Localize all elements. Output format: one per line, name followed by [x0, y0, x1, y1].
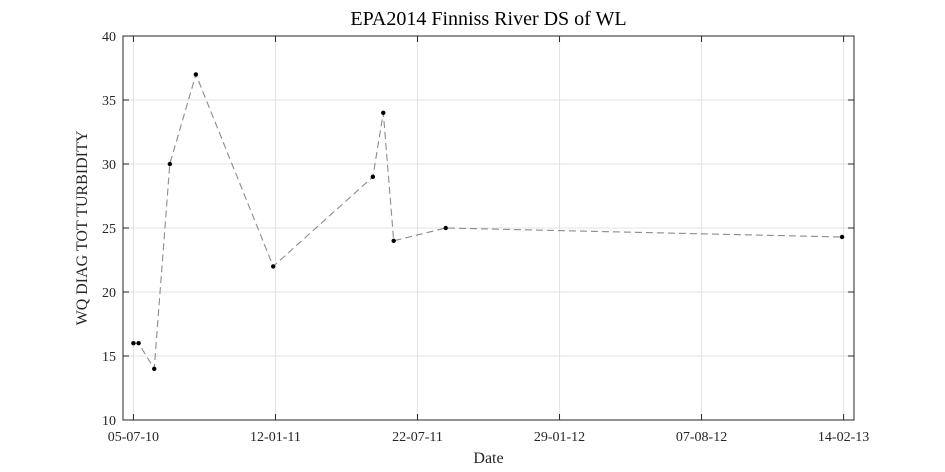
data-point: [370, 174, 376, 179]
x-tick-label: 14-02-13: [818, 430, 869, 445]
x-tick-label: 22-07-11: [392, 430, 443, 445]
data-point: [193, 72, 199, 77]
data-point: [167, 161, 173, 167]
data-point: [136, 341, 141, 346]
y-tick-label: 35: [102, 94, 116, 109]
data-point: [152, 366, 157, 371]
y-tick-label: 40: [102, 30, 116, 45]
y-tick-label: 20: [102, 286, 116, 301]
y-axis-label: WQ DIAG TOT TURBIDITY: [74, 130, 91, 325]
y-tick-label: 15: [102, 350, 116, 365]
data-point: [839, 234, 845, 240]
ticks: 10 15 20 25 30 35 40 05-07-10 12-01-11 22-07-11 29…: [102, 30, 869, 445]
data-point: [271, 264, 276, 269]
y-tick-label: 25: [102, 222, 116, 237]
data-point: [391, 238, 396, 243]
x-axis-label: Date: [473, 450, 503, 467]
x-tick-label: 07-08-12: [676, 430, 727, 445]
x-tick-label: 05-07-10: [108, 430, 159, 445]
x-tick-label: 29-01-12: [534, 430, 585, 445]
data-point: [443, 225, 448, 231]
x-tick-label: 12-01-11: [250, 430, 301, 445]
chart-title: EPA2014 Finniss River DS of WL: [350, 8, 626, 30]
y-tick-label: 10: [102, 414, 116, 429]
y-tick-label: 30: [102, 158, 116, 173]
series-layer: [131, 72, 845, 371]
grid: [123, 35, 854, 421]
data-point: [381, 110, 386, 116]
data-point: [131, 341, 136, 346]
